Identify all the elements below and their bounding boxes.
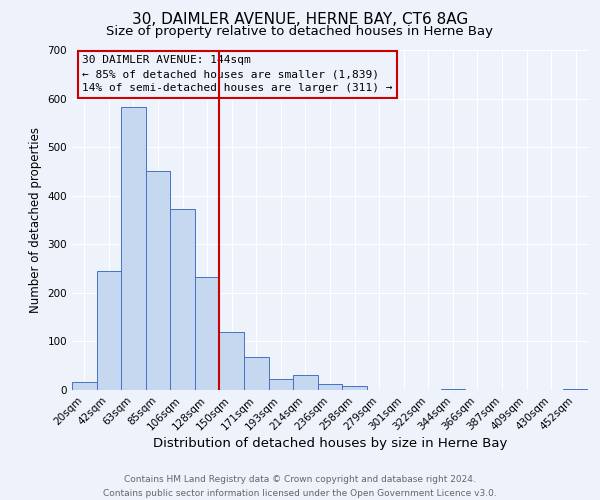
Bar	[342, 386, 367, 390]
X-axis label: Distribution of detached houses by size in Herne Bay: Distribution of detached houses by size …	[153, 438, 507, 450]
Bar	[220, 332, 244, 390]
Bar	[440, 388, 465, 390]
Bar	[269, 379, 293, 390]
Text: Contains HM Land Registry data © Crown copyright and database right 2024.
Contai: Contains HM Land Registry data © Crown c…	[103, 476, 497, 498]
Text: 30, DAIMLER AVENUE, HERNE BAY, CT6 8AG: 30, DAIMLER AVENUE, HERNE BAY, CT6 8AG	[132, 12, 468, 28]
Bar	[72, 382, 97, 390]
Bar	[244, 358, 269, 390]
Bar	[293, 376, 318, 390]
Text: Size of property relative to detached houses in Herne Bay: Size of property relative to detached ho…	[107, 25, 493, 38]
Y-axis label: Number of detached properties: Number of detached properties	[29, 127, 42, 313]
Bar	[146, 172, 170, 390]
Bar	[121, 108, 146, 390]
Bar	[195, 277, 220, 390]
Bar	[563, 389, 588, 390]
Bar	[170, 209, 195, 390]
Bar	[318, 384, 342, 390]
Text: 30 DAIMLER AVENUE: 144sqm
← 85% of detached houses are smaller (1,839)
14% of se: 30 DAIMLER AVENUE: 144sqm ← 85% of detac…	[82, 55, 393, 93]
Bar	[97, 271, 121, 390]
